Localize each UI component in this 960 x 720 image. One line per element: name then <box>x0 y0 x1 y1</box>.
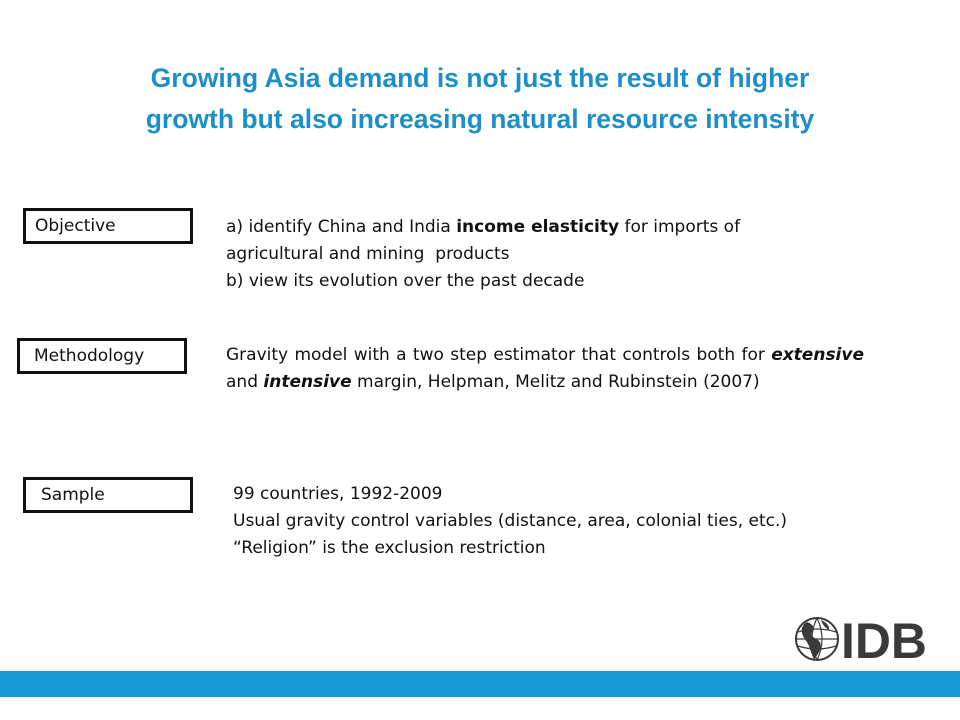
logo-text: IDB <box>841 614 927 664</box>
objective-line-1-end: for imports of <box>619 217 741 237</box>
methodology-label: Methodology <box>34 346 145 366</box>
methodology-text-3: margin, Helpman, Melitz and Rubinstein (… <box>351 372 760 392</box>
income-elasticity-emphasis: income elasticity <box>456 217 620 237</box>
globe-icon: IDB <box>795 613 927 669</box>
objective-label: Objective <box>35 216 116 236</box>
sample-line-2: Usual gravity control variables (distanc… <box>233 511 788 531</box>
title-line-2: growth but also increasing natural resou… <box>145 104 815 134</box>
sample-label: Sample <box>41 485 105 505</box>
methodology-label-box: Methodology <box>17 338 187 374</box>
sample-text: 99 countries, 1992-2009 Usual gravity co… <box>233 481 873 562</box>
sample-line-1: 99 countries, 1992-2009 <box>233 484 443 504</box>
extensive-emphasis: extensive <box>771 345 864 365</box>
methodology-text-1: Gravity model with a two step estimator … <box>226 345 772 365</box>
title-line-1: Growing Asia demand is not just the resu… <box>150 63 810 93</box>
idb-logo: IDB <box>793 613 929 669</box>
methodology-text: Gravity model with a two step estimator … <box>226 342 864 396</box>
objective-line-3: b) view its evolution over the past deca… <box>226 271 585 291</box>
intensive-emphasis: intensive <box>263 372 352 392</box>
objective-line-1: a) identify China and India income elast… <box>226 214 866 241</box>
objective-text: a) identify China and India income elast… <box>226 214 866 295</box>
slide-title: Growing Asia demand is not just the resu… <box>40 58 920 140</box>
bottom-accent-bar <box>0 671 960 697</box>
objective-line-1-start: a) identify China and India <box>226 217 457 237</box>
methodology-text-2: and <box>226 372 264 392</box>
objective-line-2: agricultural and mining products <box>226 244 510 264</box>
sample-line-3: “Religion” is the exclusion restriction <box>233 538 546 558</box>
objective-label-box: Objective <box>23 208 193 244</box>
sample-label-box: Sample <box>23 477 193 513</box>
